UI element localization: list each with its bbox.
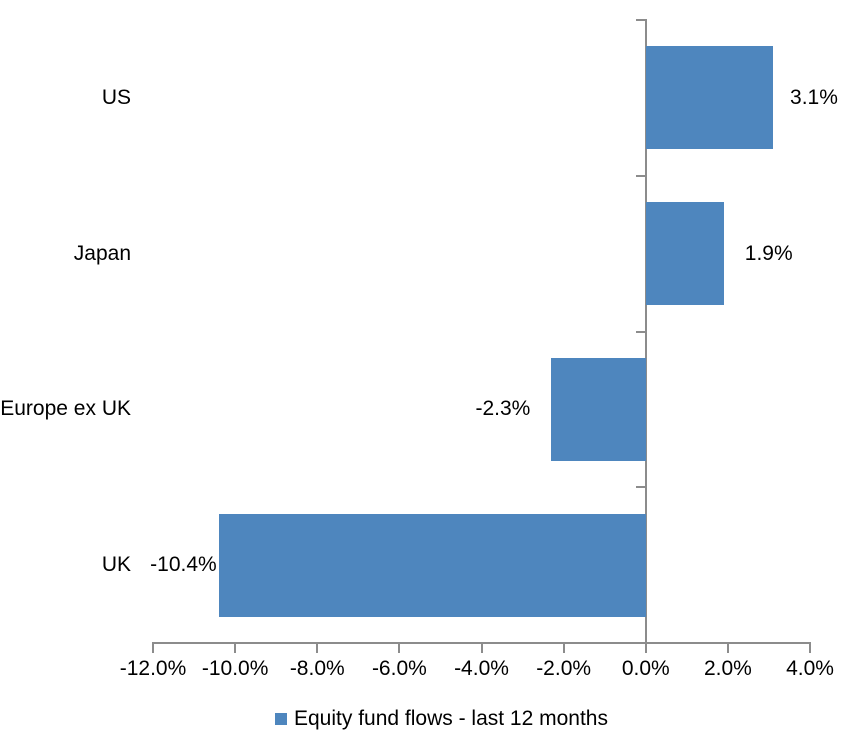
legend: Equity fund flows - last 12 months (275, 707, 608, 731)
x-tick (152, 643, 154, 653)
x-tick-label: -4.0% (454, 657, 509, 680)
zero-axis-line (644, 19, 647, 652)
x-tick (234, 643, 237, 653)
x-tick-label: 4.0% (786, 657, 834, 680)
category-label: Japan (73, 241, 131, 265)
x-tick (644, 643, 647, 653)
x-tick (726, 643, 729, 653)
x-tick-label: 2.0% (703, 657, 752, 680)
data-label: 3.1% (790, 85, 838, 109)
category-tick (635, 19, 646, 21)
bar (645, 202, 724, 306)
x-tick-label: -6.0% (371, 657, 427, 680)
x-tick (316, 643, 319, 653)
category-tick (635, 330, 646, 333)
category-tick (635, 486, 646, 489)
x-tick-label: -12.0% (119, 657, 187, 680)
x-tick-label: 0.0% (621, 657, 670, 680)
data-label: 1.9% (744, 241, 793, 265)
category-label: US (101, 85, 131, 109)
category-tick (635, 174, 646, 177)
x-tick-label: -8.0% (289, 657, 345, 680)
bar (551, 357, 646, 461)
legend-label: Equity fund flows - last 12 months (294, 707, 608, 730)
x-tick (398, 643, 401, 653)
category-label: Europe ex UK (0, 397, 131, 421)
x-tick (809, 643, 811, 653)
data-label: -10.4% (150, 553, 217, 577)
x-tick-label: -10.0% (201, 657, 269, 680)
category-label: UK (101, 553, 131, 577)
x-tick (562, 643, 565, 653)
bar (645, 46, 774, 150)
bar (218, 513, 646, 617)
legend-swatch (275, 713, 287, 725)
data-label: -2.3% (475, 397, 531, 421)
x-tick (480, 643, 483, 653)
x-tick-label: -2.0% (536, 657, 592, 680)
